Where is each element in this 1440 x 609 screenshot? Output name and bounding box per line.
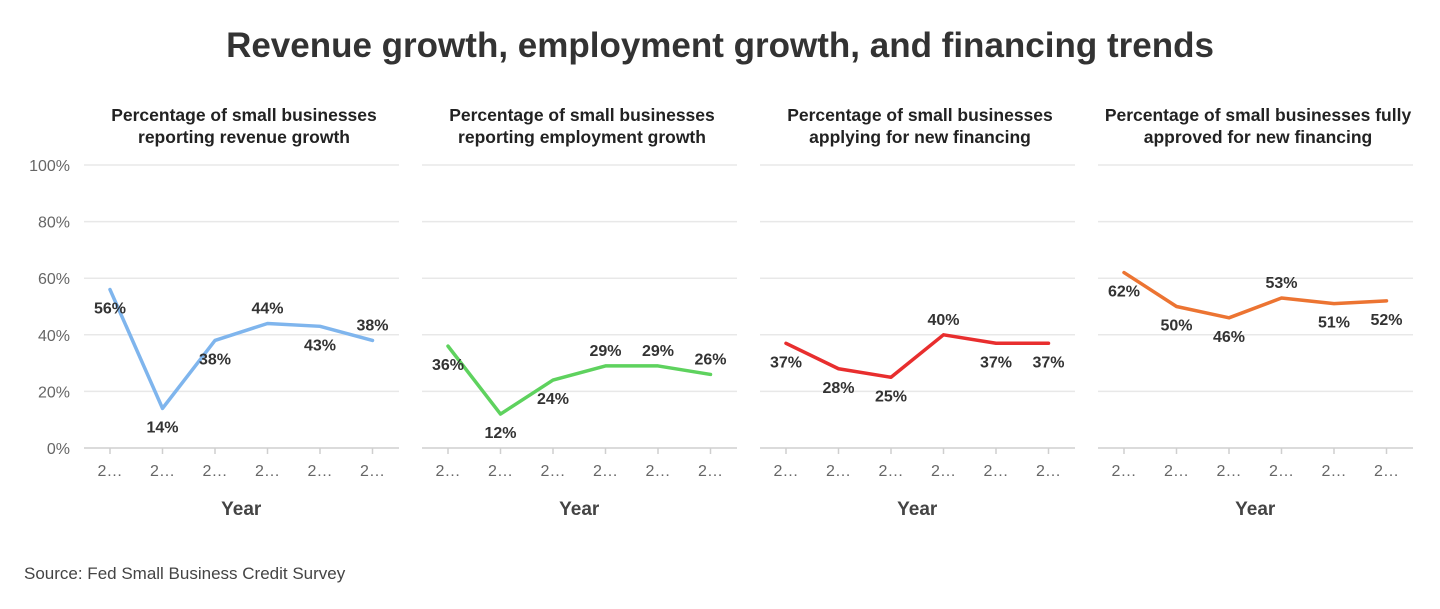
series-line — [784, 333, 1051, 379]
panel-title-employment: Percentage of small businesses reporting… — [449, 105, 715, 147]
x-axis-title: Year — [559, 499, 600, 520]
x-tick-label: 2… — [308, 463, 333, 480]
data-label: 28% — [822, 380, 854, 397]
x-axis-title: Year — [897, 499, 938, 520]
x-tick-label: 2… — [931, 463, 956, 480]
x-tick-label: 2… — [488, 463, 513, 480]
x-tick-label: 2… — [698, 463, 723, 480]
panel-title-revenue: Percentage of small businesses reporting… — [111, 105, 377, 147]
data-label: 36% — [432, 357, 464, 374]
x-tick-label: 2… — [150, 463, 175, 480]
x-tick-label: 2… — [1374, 463, 1399, 480]
chart-title: Revenue growth, employment growth, and f… — [226, 26, 1214, 65]
x-tick-label: 2… — [774, 463, 799, 480]
series-line — [446, 344, 713, 416]
x-axis-title: Year — [221, 499, 262, 520]
data-label: 25% — [875, 388, 907, 405]
data-label: 24% — [537, 391, 569, 408]
x-tick-label: 2… — [1269, 463, 1294, 480]
data-label: 37% — [980, 354, 1012, 371]
data-label: 43% — [304, 337, 336, 354]
data-label: 52% — [1370, 312, 1402, 329]
x-tick-label: 2… — [593, 463, 618, 480]
data-label: 38% — [199, 351, 231, 368]
x-tick-label: 2… — [98, 463, 123, 480]
x-tick-label: 2… — [360, 463, 385, 480]
y-tick-label: 100% — [29, 158, 70, 175]
x-tick-label: 2… — [646, 463, 671, 480]
x-tick-label: 2… — [879, 463, 904, 480]
y-tick-label: 20% — [38, 384, 70, 401]
data-label: 29% — [642, 343, 674, 360]
data-label: 14% — [146, 419, 178, 436]
x-tick-label: 2… — [255, 463, 280, 480]
data-label: 12% — [484, 425, 516, 442]
source-note: Source: Fed Small Business Credit Survey — [24, 564, 346, 583]
series-line — [108, 287, 375, 411]
x-tick-label: 2… — [826, 463, 851, 480]
data-label: 37% — [1032, 354, 1064, 371]
data-label: 38% — [356, 317, 388, 334]
y-tick-label: 60% — [38, 271, 70, 288]
x-tick-label: 2… — [1322, 463, 1347, 480]
panel-title-applying: Percentage of small businesses applying … — [787, 105, 1053, 147]
x-tick-label: 2… — [541, 463, 566, 480]
data-label: 44% — [251, 300, 283, 317]
x-tick-label: 2… — [1164, 463, 1189, 480]
x-tick-label: 2… — [984, 463, 1009, 480]
data-label: 51% — [1318, 315, 1350, 332]
series-line — [1122, 270, 1389, 320]
y-tick-label: 40% — [38, 328, 70, 345]
x-tick-label: 2… — [436, 463, 461, 480]
x-tick-label: 2… — [1112, 463, 1137, 480]
panel-title-approved: Percentage of small businesses fully app… — [1104, 105, 1412, 147]
data-label: 62% — [1108, 284, 1140, 301]
data-label: 56% — [94, 301, 126, 318]
y-tick-label: 80% — [38, 215, 70, 232]
x-tick-label: 2… — [203, 463, 228, 480]
data-label: 40% — [927, 312, 959, 329]
data-label: 53% — [1265, 275, 1297, 292]
x-axis-title: Year — [1235, 499, 1276, 520]
data-label: 46% — [1213, 329, 1245, 346]
data-label: 37% — [770, 354, 802, 371]
data-label: 29% — [589, 343, 621, 360]
data-label: 50% — [1160, 318, 1192, 335]
x-tick-label: 2… — [1217, 463, 1242, 480]
data-label: 26% — [694, 351, 726, 368]
x-tick-label: 2… — [1036, 463, 1061, 480]
y-tick-label: 0% — [47, 441, 70, 458]
